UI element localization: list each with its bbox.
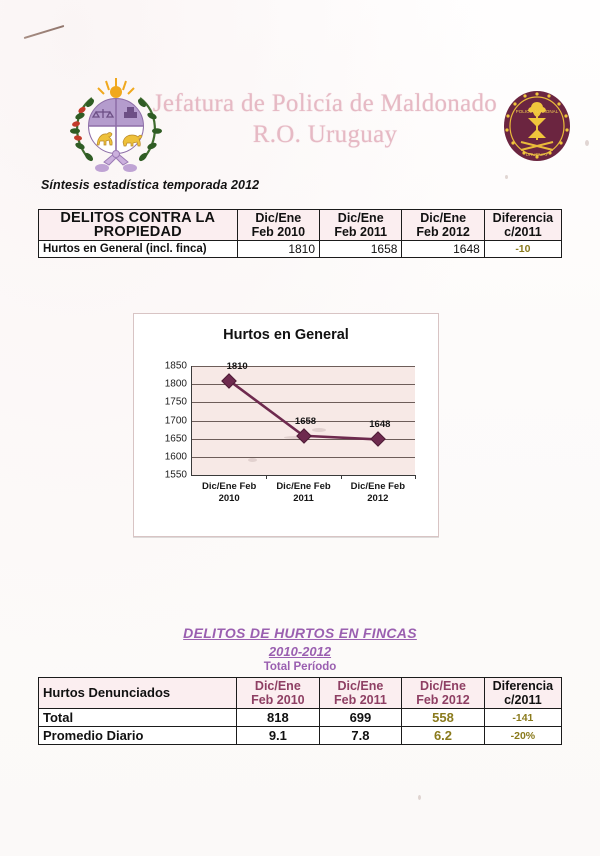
- chart-x-tick: [266, 475, 268, 479]
- chart-y-tick-label: 1700: [164, 415, 187, 426]
- table-delitos-contra-la-propiedad: DELITOS CONTRA LA PROPIEDAD Dic/Ene Feb …: [38, 209, 563, 258]
- header-cell-diferencia: Diferencia c/2011: [483, 209, 563, 241]
- chart-title: Hurtos en General: [223, 327, 349, 343]
- header-cell-2011: Dic/Ene Feb 2011: [318, 677, 403, 709]
- table-header-row: Hurtos Denunciados Dic/Ene Feb 2010 Dic/…: [37, 677, 563, 709]
- chart-y-tick-label: 1800: [164, 378, 187, 390]
- scan-smudge: [284, 436, 308, 439]
- chart-data-label: 1648: [369, 419, 391, 431]
- chart-gridline: [192, 420, 415, 422]
- header-cell-hurtos-denunciados: Hurtos Denunciados: [37, 677, 238, 709]
- svg-text:URUGUAY: URUGUAY: [526, 152, 549, 157]
- header-cell-2011: Dic/Ene Feb 2011: [319, 209, 403, 241]
- table-row: Promedio Diario 9.1 7.8 6.2 -20%: [37, 726, 563, 745]
- chart-x-tick: [340, 475, 342, 479]
- cell-promedio-2010: 9.1: [236, 726, 320, 745]
- chart-y-tick-label: 1750: [164, 396, 187, 408]
- scan-smudge: [248, 458, 257, 462]
- chart-y-tick-label: 1600: [164, 451, 187, 463]
- cell-promedio-2011: 7.8: [318, 726, 403, 745]
- chart-plot-area: 1550 1600 1650 1700 1750 1800 1850 1810 Dic/Ene …: [165, 361, 416, 504]
- table-header-row: DELITOS CONTRA LA PROPIEDAD Dic/Ene Feb …: [38, 209, 563, 241]
- header-cell-2012: Dic/Ene Feb 2012: [401, 209, 485, 241]
- header-cell-2010: Dic/Ene Feb 2010: [236, 677, 320, 709]
- cell-total-2010: 818: [236, 708, 320, 727]
- org-title-line-2: R.O. Uruguay: [252, 121, 398, 148]
- row-label-promedio-diario: Promedio Diario: [37, 726, 238, 745]
- chart-data-label: 1658: [294, 415, 317, 427]
- document-header: Jefatura de Policía de Maldonado R.O. Ur…: [0, 66, 600, 176]
- cell-total-2011: 699: [318, 708, 403, 727]
- chart-hurtos-en-general: Hurtos en General 1550 1600 1650 1700 1750 18…: [133, 313, 439, 537]
- cell-promedio-2012: 6.2: [401, 726, 485, 745]
- scan-speck: [585, 140, 589, 146]
- policia-nacional-emblem-icon: POLICIA NACIONAL URUGUAY: [497, 86, 577, 166]
- chart-data-label: 1810: [226, 360, 248, 372]
- cell-hurtos-diferencia: -10: [483, 240, 563, 258]
- scan-speck: [505, 175, 508, 179]
- scan-speck: [418, 795, 421, 800]
- cell-hurtos-2011: 1658: [319, 240, 403, 258]
- svg-text:POLICIA NACIONAL: POLICIA NACIONAL: [516, 109, 559, 114]
- header-cell-category: DELITOS CONTRA LA PROPIEDAD: [38, 209, 238, 241]
- header-cell-2010: Dic/Ene Feb 2010: [236, 209, 321, 241]
- section2-title-line-2: 2010-2012: [268, 644, 332, 659]
- section2-title-line-3: Total Período: [263, 661, 337, 673]
- cell-total-2012: 558: [401, 708, 485, 727]
- scan-smudge: [312, 428, 326, 432]
- table-row: Total 818 699 558 -141: [37, 708, 563, 727]
- chart-gridline: [192, 402, 415, 404]
- chart-y-tick-label: 1650: [164, 433, 187, 445]
- chart-x-tick-label: Dic/Ene Feb 2012: [350, 481, 406, 504]
- cell-hurtos-2010: 1810: [236, 240, 321, 258]
- table-hurtos-denunciados: Hurtos Denunciados Dic/Ene Feb 2010 Dic/…: [37, 677, 563, 745]
- uruguay-coat-of-arms-icon: [62, 76, 170, 176]
- cell-promedio-diferencia: -20%: [483, 726, 563, 745]
- section2-title-line-1: DELITOS DE HURTOS EN FINCAS: [183, 625, 417, 641]
- chart-x-tick-label: Dic/Ene Feb 2011: [276, 481, 331, 504]
- cell-hurtos-2012: 1648: [401, 240, 485, 258]
- chart-gridline: [192, 384, 415, 386]
- chart-y-tick-label: 1550: [164, 469, 187, 481]
- row-label-total: Total: [37, 708, 238, 727]
- table-row: Hurtos en General (incl. finca) 1810 165…: [38, 240, 563, 258]
- chart-x-tick-label: Dic/Ene Feb 2010: [201, 481, 257, 504]
- chart-y-tick-label: 1850: [164, 360, 187, 372]
- chart-x-tick: [415, 475, 416, 479]
- report-subtitle: Síntesis estadística temporada 2012: [41, 178, 260, 192]
- cell-total-diferencia: -141: [483, 708, 563, 727]
- row-label-hurtos-general: Hurtos en General (incl. finca): [38, 240, 238, 258]
- chart-gridline: [192, 456, 415, 458]
- chart-gridline: [192, 366, 415, 367]
- header-cell-diferencia: Diferencia c/2011: [483, 677, 563, 709]
- organisation-title: Jefatura de Policía de Maldonado R.O. Ur…: [150, 88, 500, 150]
- org-title-line-1: Jefatura de Policía de Maldonado: [152, 90, 498, 117]
- header-cell-2012: Dic/Ene Feb 2012: [401, 677, 485, 709]
